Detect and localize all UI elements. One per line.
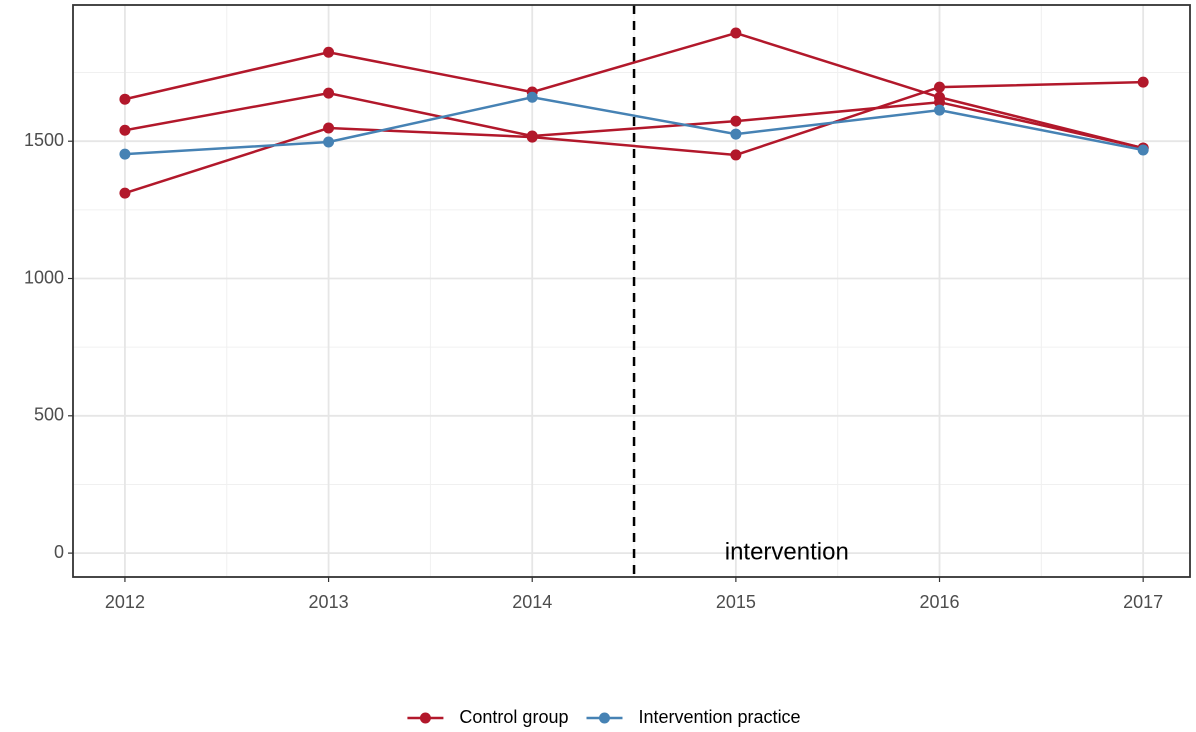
y-tick-label: 1500 [24, 130, 64, 150]
y-tick-label: 1000 [24, 267, 64, 287]
annotation: intervention [725, 538, 849, 565]
data-point [119, 187, 131, 199]
data-point [730, 115, 742, 127]
data-point [526, 131, 538, 143]
x-tick-label: 2014 [512, 592, 552, 612]
panel-border [72, 4, 1191, 578]
legend-key [598, 712, 610, 724]
data-point [323, 136, 335, 148]
x-tick-label: 2015 [716, 592, 756, 612]
series-line [124, 95, 1144, 156]
x-tick-label: 2013 [309, 592, 349, 612]
data-point [526, 91, 538, 103]
data-point [119, 148, 131, 160]
x-tick-label: 2017 [1123, 592, 1163, 612]
y-tick-label: 0 [54, 542, 64, 562]
series-line [124, 31, 1144, 150]
data-point [1137, 76, 1149, 88]
data-point [323, 122, 335, 134]
data-point [730, 128, 742, 140]
data-point [323, 46, 335, 58]
y-tick-label: 500 [34, 405, 64, 425]
legend-key [419, 712, 431, 724]
data-point [934, 104, 946, 116]
x-tick-label: 2012 [105, 592, 145, 612]
data-point [119, 93, 131, 105]
series-line [124, 80, 1144, 195]
data-point [1137, 144, 1149, 156]
x-tick-label: 2016 [919, 592, 959, 612]
data-point [119, 124, 131, 136]
data-point [323, 87, 335, 99]
legend-label: Intervention practice [638, 707, 800, 727]
legend-label: Control group [459, 707, 568, 727]
data-point [730, 27, 742, 39]
series-line [124, 91, 1144, 150]
data-point [730, 149, 742, 161]
data-point [934, 96, 946, 108]
data-point [934, 81, 946, 93]
